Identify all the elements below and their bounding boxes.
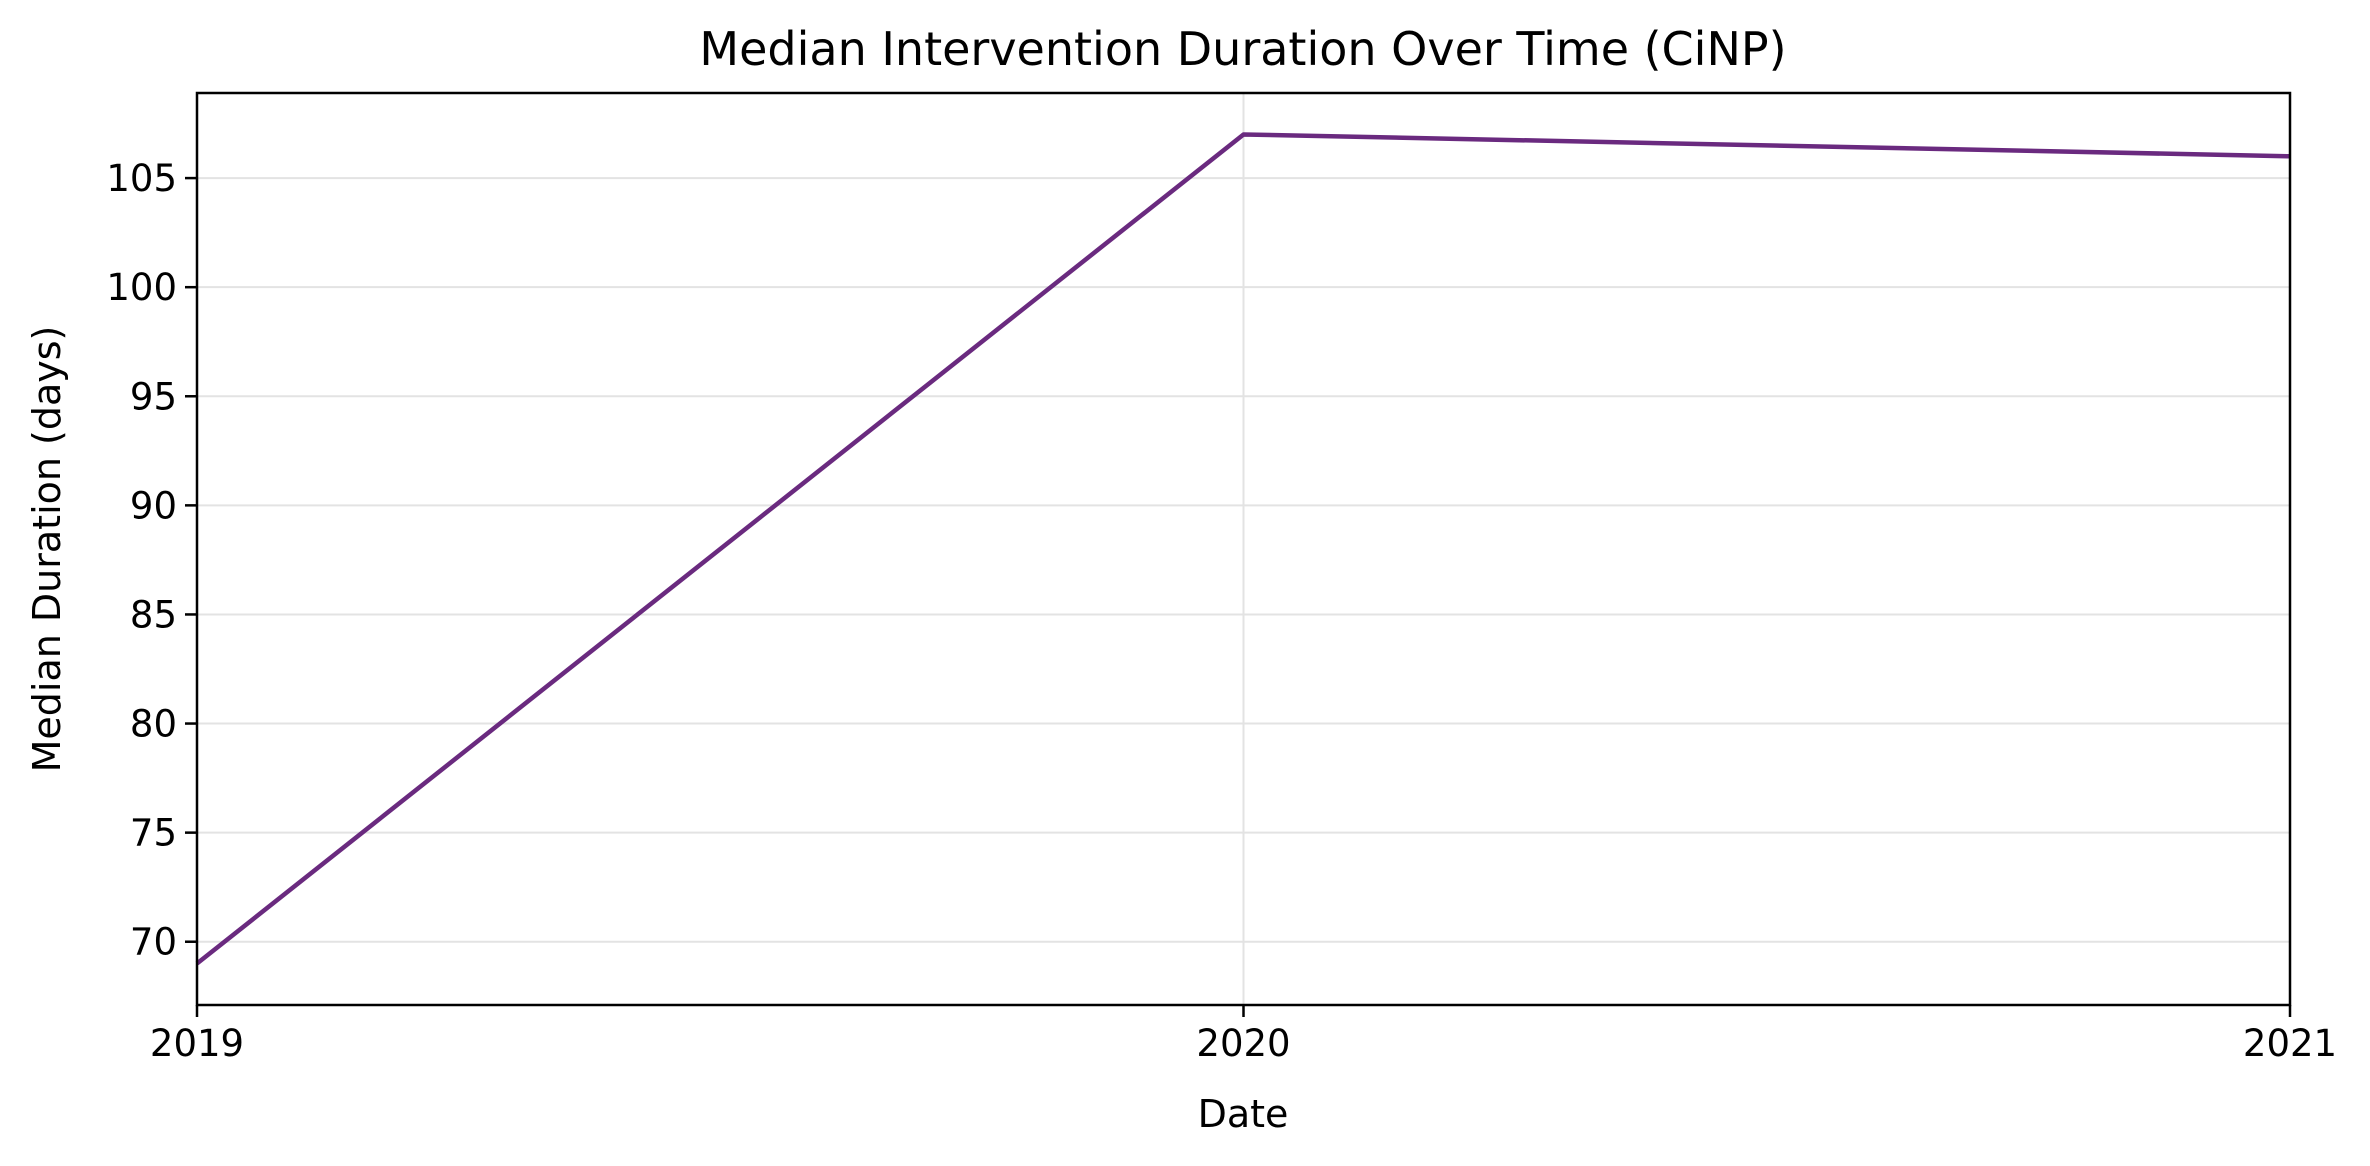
x-tick-label: 2019 bbox=[150, 1022, 244, 1065]
y-tick-label: 80 bbox=[130, 703, 177, 746]
y-axis-label: Median Duration (days) bbox=[25, 326, 69, 773]
y-axis: 70 75 80 85 90 95 100 105 bbox=[106, 157, 197, 964]
x-tick-label: 2020 bbox=[1196, 1022, 1290, 1065]
x-axis-label: Date bbox=[1198, 1092, 1289, 1136]
y-tick-label: 90 bbox=[130, 484, 177, 527]
series-layer bbox=[195, 132, 2291, 966]
y-tick-label: 95 bbox=[130, 375, 177, 418]
y-tick-label: 70 bbox=[130, 921, 177, 964]
grid bbox=[196, 93, 2291, 1005]
x-tick-label: 2021 bbox=[2243, 1022, 2337, 1065]
y-tick-label: 85 bbox=[130, 593, 177, 636]
x-axis: 2019 2020 2021 bbox=[150, 1005, 2337, 1065]
y-tick-label: 75 bbox=[130, 812, 177, 855]
y-tick-label: 105 bbox=[106, 157, 177, 200]
y-tick-label: 100 bbox=[106, 266, 177, 309]
chart-title: Median Intervention Duration Over Time (… bbox=[699, 22, 1786, 76]
series-line bbox=[195, 132, 2291, 966]
